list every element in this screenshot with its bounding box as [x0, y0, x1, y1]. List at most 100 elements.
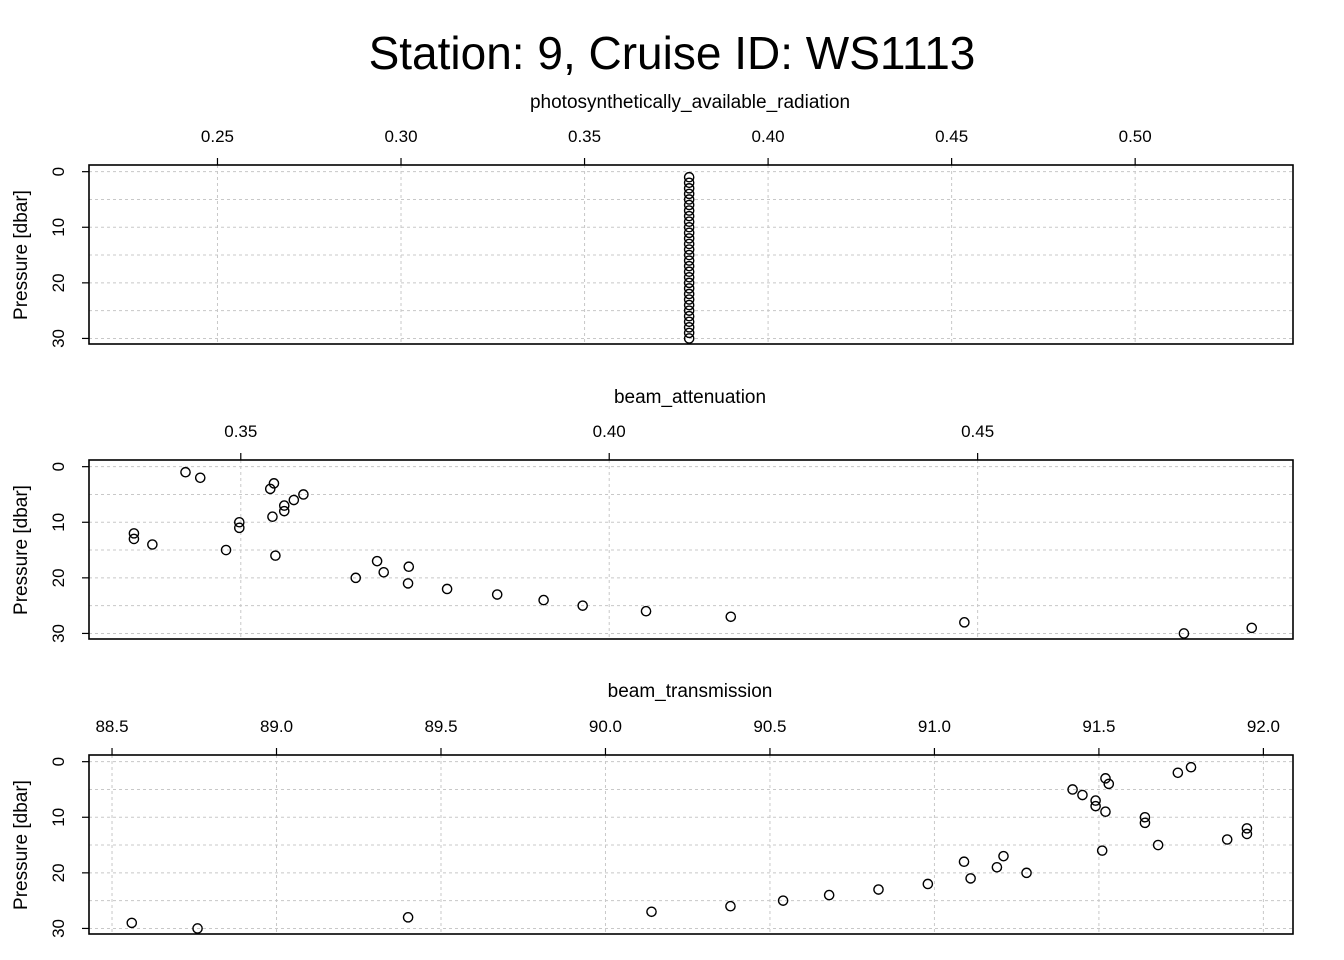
attenuation-y-tick-label: 10	[49, 513, 68, 532]
attenuation-data-point	[491, 589, 503, 600]
attenuation-y-tick-label: 30	[49, 624, 68, 643]
transmission-y-tick-label: 30	[49, 919, 68, 938]
attenuation-data-point	[402, 578, 414, 589]
par-x-tick-label: 0.25	[201, 127, 234, 146]
par-x-tick-label: 0.40	[752, 127, 785, 146]
par-data-point	[683, 188, 695, 200]
par-y-tick-label: 30	[49, 329, 68, 348]
par-x-tick-label: 0.45	[935, 127, 968, 146]
attenuation-data-point	[278, 500, 290, 511]
attenuation-data-point	[725, 611, 737, 623]
attenuation-data-point	[220, 544, 232, 556]
transmission-frame	[88, 754, 1294, 935]
par-x-tick-label: 0.30	[384, 127, 417, 146]
transmission-data-point	[1139, 811, 1151, 823]
par-data-point	[683, 288, 695, 300]
attenuation-y-tick-label: 0	[49, 462, 68, 471]
panel-par-ylabel: Pressure [dbar]	[11, 190, 32, 320]
par-data-point	[683, 177, 695, 189]
transmission-y-tick-label: 20	[49, 863, 68, 882]
attenuation-data-point	[180, 466, 191, 478]
par-data-point	[683, 205, 695, 216]
attenuation-data-point	[264, 483, 276, 495]
transmission-x-tick-label: 91.5	[1082, 717, 1115, 736]
transmission-data-point	[1100, 806, 1111, 818]
attenuation-data-point	[194, 472, 206, 484]
transmission-x-tick-label: 89.5	[424, 717, 457, 736]
attenuation-data-point	[128, 528, 140, 539]
par-data-point	[683, 227, 695, 239]
transmission-data-point	[1172, 767, 1184, 779]
transmission-x-tick-label: 90.0	[589, 717, 622, 736]
panel-par-xlabel: photosynthetically_available_radiation	[530, 92, 850, 113]
transmission-data-point	[991, 861, 1003, 873]
par-frame	[88, 164, 1294, 345]
par-data-point	[683, 255, 695, 266]
attenuation-data-point	[234, 516, 245, 528]
panel-par-plot: 0.25 0.30 0.35 0.40 0.45 0.50 0 10 20 30	[49, 127, 1294, 348]
attenuation-data-point	[270, 550, 281, 561]
transmission-data-point	[192, 923, 203, 934]
panel-transmission-xlabel: beam_transmission	[608, 681, 773, 702]
par-data-point	[683, 171, 695, 183]
par-data-point	[683, 210, 695, 222]
panel-beam-attenuation: beam_attenuation Pressure [dbar] 0.35 0.4…	[11, 387, 1294, 643]
transmission-x-tick-label: 91.0	[918, 717, 951, 736]
par-data-point	[683, 194, 695, 205]
transmission-x-tick-label: 90.5	[753, 717, 786, 736]
attenuation-data-point	[538, 594, 549, 606]
transmission-data-point	[126, 917, 138, 929]
par-data-point	[683, 233, 695, 244]
attenuation-y-tick-label: 20	[49, 568, 68, 587]
par-data-point	[683, 316, 695, 328]
par-x-tick-label: 0.35	[568, 127, 601, 146]
par-data-point	[683, 283, 695, 294]
par-data-point	[683, 244, 695, 255]
par-data-point	[683, 238, 695, 250]
panel-attenuation-xlabel: beam_attenuation	[614, 387, 766, 408]
attenuation-data-point	[371, 555, 383, 567]
transmission-data-point	[777, 895, 789, 906]
par-data-point	[683, 260, 695, 272]
transmission-data-point	[1077, 789, 1088, 801]
par-data-point	[683, 310, 695, 322]
par-y-tick-label: 0	[49, 167, 68, 176]
transmission-data-point	[1067, 784, 1078, 795]
transmission-data-point	[1221, 834, 1233, 845]
transmission-data-point	[402, 912, 414, 923]
par-data-point	[683, 322, 695, 333]
transmission-data-point	[873, 884, 884, 895]
attenuation-data-point	[147, 539, 158, 550]
par-data-point	[683, 221, 695, 233]
par-data-point	[683, 199, 695, 211]
figure-title: Station: 9, Cruise ID: WS1113	[369, 27, 976, 79]
par-data-point	[683, 294, 695, 305]
par-data-point	[683, 333, 695, 344]
transmission-data-point	[1103, 778, 1115, 790]
transmission-data-point	[1096, 845, 1108, 856]
par-data-point	[683, 305, 695, 316]
transmission-data-point	[958, 856, 970, 868]
transmission-data-point	[823, 889, 835, 901]
attenuation-data-point	[959, 617, 970, 628]
par-data-point	[683, 249, 695, 261]
par-x-tick-label: 0.50	[1119, 127, 1152, 146]
transmission-data-point	[1021, 867, 1032, 879]
attenuation-x-tick-label: 0.40	[593, 422, 626, 441]
transmission-data-point	[1152, 839, 1164, 851]
transmission-data-point	[1185, 761, 1197, 773]
par-data-point	[683, 216, 695, 228]
transmission-data-point	[725, 900, 736, 912]
par-data-point	[683, 266, 695, 278]
par-data-point	[683, 183, 695, 194]
par-data-point	[683, 327, 695, 339]
transmission-data-point	[998, 850, 1009, 862]
attenuation-x-tick-label: 0.35	[224, 422, 257, 441]
transmission-data-point	[1090, 800, 1101, 812]
attenuation-data-point	[441, 583, 453, 595]
attenuation-data-point	[640, 605, 652, 617]
transmission-x-tick-label: 89.0	[260, 717, 293, 736]
attenuation-data-point	[403, 561, 415, 573]
par-data-point	[683, 277, 695, 289]
